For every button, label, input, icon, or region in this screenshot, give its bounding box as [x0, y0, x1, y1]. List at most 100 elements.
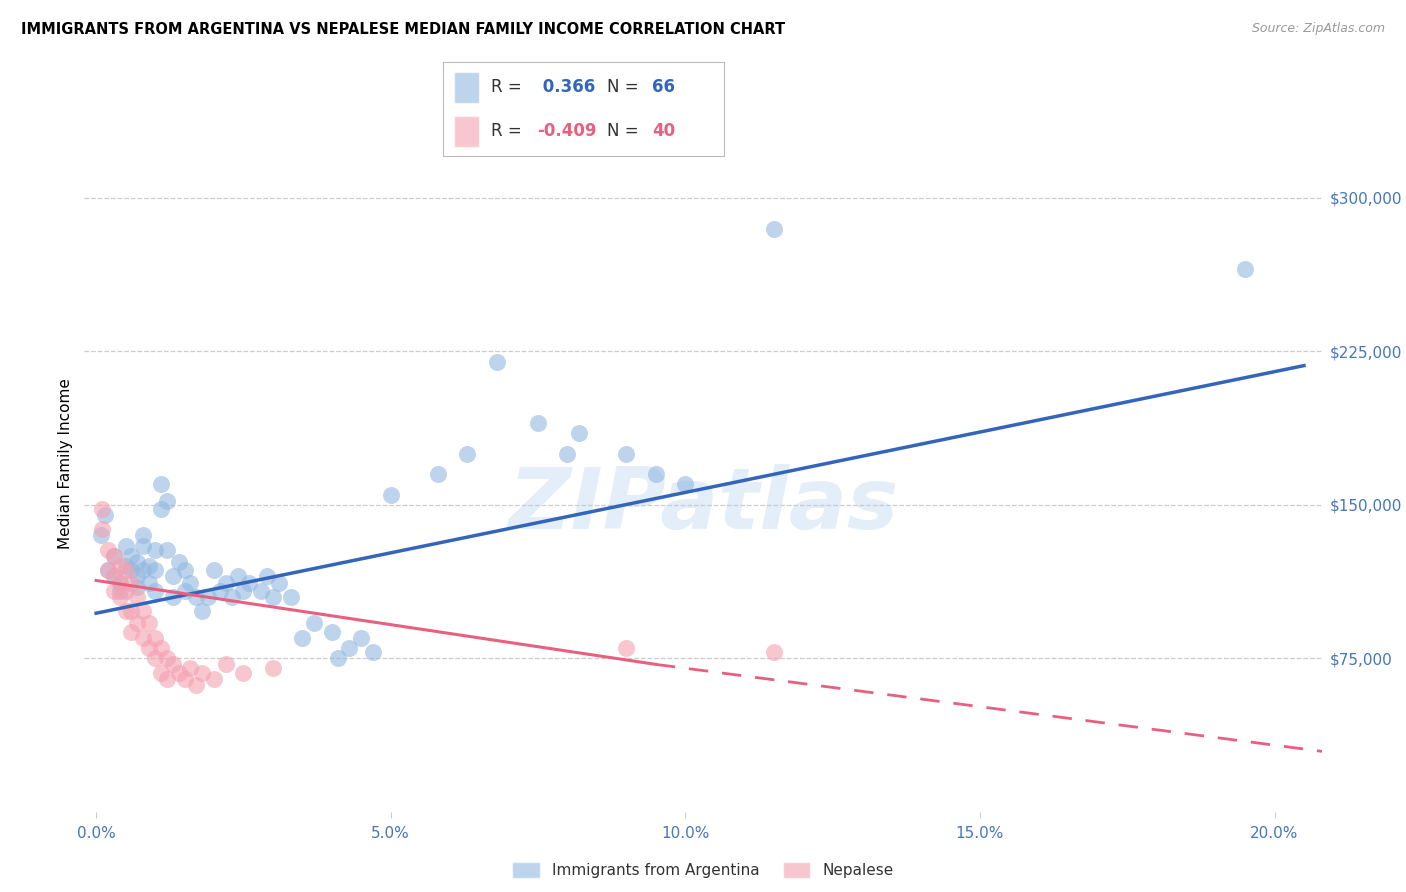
Point	[121, 575, 143, 590]
Point	[143, 542, 166, 557]
Point	[221, 590, 243, 604]
Point	[97, 563, 120, 577]
Point	[143, 651, 166, 665]
Point	[456, 447, 478, 461]
Point	[238, 575, 260, 590]
Point	[97, 542, 120, 557]
Point	[616, 447, 638, 461]
Point	[167, 555, 190, 569]
Point	[179, 661, 201, 675]
Point	[673, 477, 696, 491]
Point	[132, 563, 155, 577]
Text: N =: N =	[607, 78, 644, 96]
Point	[361, 645, 384, 659]
Point	[156, 651, 179, 665]
Point	[267, 575, 290, 590]
Point	[179, 575, 201, 590]
Point	[191, 604, 214, 618]
Point	[121, 604, 143, 618]
Point	[173, 563, 195, 577]
Point	[262, 590, 284, 604]
Point	[326, 651, 349, 665]
Point	[108, 575, 131, 590]
Point	[173, 672, 195, 686]
Bar	[454, 72, 479, 103]
Point	[114, 559, 136, 574]
Point	[143, 631, 166, 645]
Point	[132, 539, 155, 553]
Y-axis label: Median Family Income: Median Family Income	[58, 378, 73, 549]
Point	[557, 447, 579, 461]
Legend: Immigrants from Argentina, Nepalese: Immigrants from Argentina, Nepalese	[506, 856, 900, 884]
Point	[215, 657, 238, 672]
Point	[132, 631, 155, 645]
Point	[114, 583, 136, 598]
Point	[94, 508, 117, 522]
Point	[162, 657, 184, 672]
Point	[143, 583, 166, 598]
Text: -0.409: -0.409	[537, 122, 596, 140]
Point	[280, 590, 302, 604]
Point	[762, 645, 785, 659]
Point	[215, 575, 238, 590]
Point	[108, 590, 131, 604]
Point	[232, 583, 254, 598]
Point	[91, 522, 114, 536]
Point	[291, 631, 314, 645]
Point	[162, 569, 184, 583]
Point	[132, 528, 155, 542]
Text: R =: R =	[491, 122, 527, 140]
Point	[186, 678, 208, 692]
Point	[149, 477, 172, 491]
Point	[208, 583, 231, 598]
Point	[149, 665, 172, 680]
Point	[114, 539, 136, 553]
Text: IMMIGRANTS FROM ARGENTINA VS NEPALESE MEDIAN FAMILY INCOME CORRELATION CHART: IMMIGRANTS FROM ARGENTINA VS NEPALESE ME…	[21, 22, 785, 37]
Point	[302, 616, 325, 631]
Point	[138, 640, 160, 655]
Point	[350, 631, 373, 645]
Point	[138, 559, 160, 574]
Point	[149, 501, 172, 516]
Point	[108, 559, 131, 574]
Point	[121, 563, 143, 577]
Point	[202, 563, 225, 577]
Point	[226, 569, 249, 583]
Point	[108, 575, 131, 590]
Point	[127, 590, 149, 604]
Point	[191, 665, 214, 680]
Point	[127, 580, 149, 594]
Text: R =: R =	[491, 78, 527, 96]
Point	[114, 604, 136, 618]
Point	[121, 549, 143, 563]
Bar	[454, 116, 479, 147]
Point	[138, 616, 160, 631]
Point	[103, 549, 125, 563]
Point	[426, 467, 449, 481]
Point	[127, 569, 149, 583]
Point	[90, 528, 112, 542]
Point	[103, 569, 125, 583]
Point	[103, 549, 125, 563]
Point	[202, 672, 225, 686]
Text: N =: N =	[607, 122, 644, 140]
Point	[380, 487, 402, 501]
Point	[250, 583, 273, 598]
Point	[91, 501, 114, 516]
Point	[167, 665, 190, 680]
Point	[568, 426, 591, 441]
Point	[149, 640, 172, 655]
Point	[132, 604, 155, 618]
Text: ZIPatlas: ZIPatlas	[508, 464, 898, 547]
Point	[156, 672, 179, 686]
Point	[1234, 262, 1257, 277]
Point	[162, 590, 184, 604]
Point	[616, 640, 638, 655]
Point	[197, 590, 219, 604]
Point	[97, 563, 120, 577]
Point	[103, 583, 125, 598]
Point	[256, 569, 278, 583]
Point	[114, 563, 136, 577]
Point	[143, 563, 166, 577]
Point	[339, 640, 361, 655]
